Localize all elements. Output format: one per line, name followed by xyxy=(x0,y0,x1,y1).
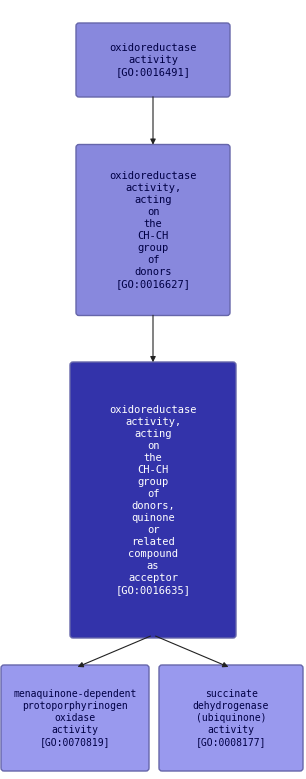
Text: oxidoreductase
activity,
acting
on
the
CH-CH
group
of
donors,
quinone
or
related: oxidoreductase activity, acting on the C… xyxy=(109,405,197,595)
Text: oxidoreductase
activity,
acting
on
the
CH-CH
group
of
donors
[GO:0016627]: oxidoreductase activity, acting on the C… xyxy=(109,171,197,289)
FancyBboxPatch shape xyxy=(76,23,230,97)
FancyBboxPatch shape xyxy=(159,665,303,771)
FancyBboxPatch shape xyxy=(1,665,149,771)
Text: menaquinone-dependent
protoporphyrinogen
oxidase
activity
[GO:0070819]: menaquinone-dependent protoporphyrinogen… xyxy=(13,689,137,747)
FancyBboxPatch shape xyxy=(76,144,230,315)
Text: succinate
dehydrogenase
(ubiquinone)
activity
[GO:0008177]: succinate dehydrogenase (ubiquinone) act… xyxy=(193,689,269,747)
FancyBboxPatch shape xyxy=(70,362,236,638)
Text: oxidoreductase
activity
[GO:0016491]: oxidoreductase activity [GO:0016491] xyxy=(109,43,197,77)
